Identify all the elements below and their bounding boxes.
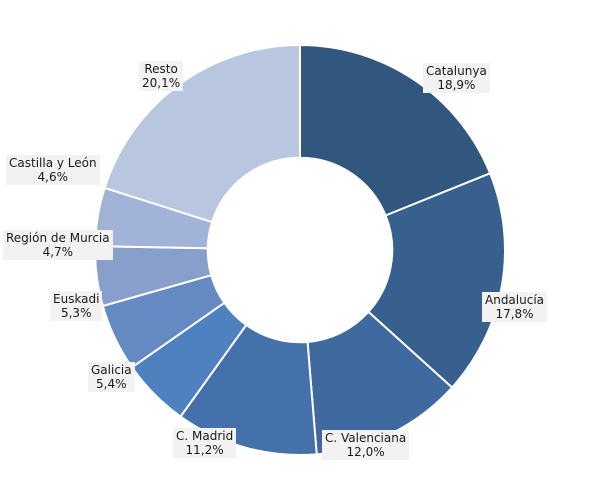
label-c-valenciana: C. Valenciana 12,0%: [322, 430, 410, 460]
label-castilla-y-leon: Castilla y León 4,6%: [6, 155, 100, 185]
label-region-de-murcia: Región de Murcia 4,7%: [3, 230, 113, 260]
slice-catalunya: [299, 43, 492, 217]
label-catalunya: Catalunya 18,9%: [423, 63, 490, 93]
slice-resto: [103, 43, 301, 224]
label-resto: Resto 20,1%: [139, 61, 184, 91]
label-andalucia: Andalucía 17,8%: [482, 292, 548, 322]
label-euskadi: Euskadi 5,3%: [50, 291, 103, 321]
slice-andalucia: [367, 172, 506, 389]
label-c-madrid: C. Madrid 11,2%: [173, 428, 237, 458]
label-galicia: Galicia 5,4%: [88, 362, 135, 392]
